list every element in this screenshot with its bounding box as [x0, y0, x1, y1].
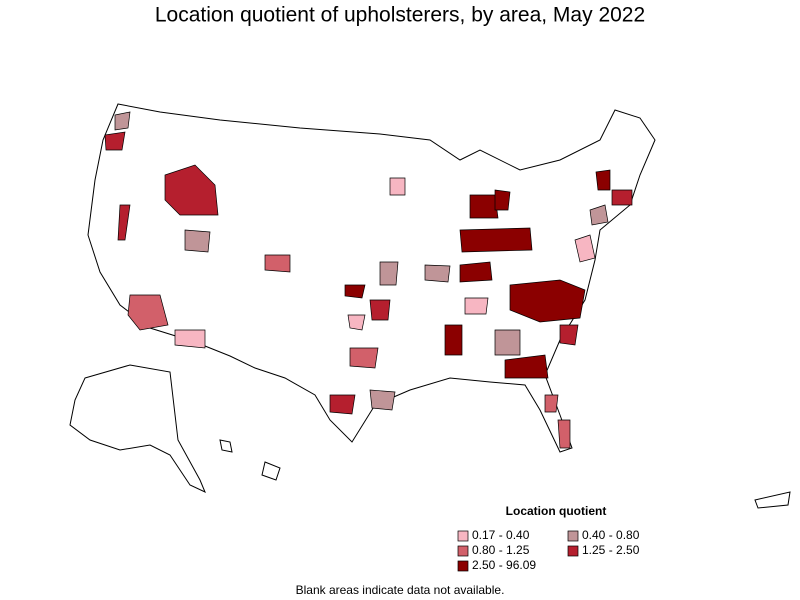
- areas: [104, 111, 633, 449]
- area: [127, 294, 169, 331]
- area: [574, 234, 596, 263]
- area: [114, 111, 131, 131]
- area: [494, 189, 511, 211]
- legend-label: 2.50 - 96.09: [472, 558, 536, 572]
- area: [509, 279, 586, 323]
- note: Blank areas indicate data not available.: [296, 583, 505, 597]
- area: [344, 284, 366, 299]
- legend-title: Location quotient: [506, 504, 607, 518]
- hawaii: [219, 439, 233, 453]
- area: [494, 329, 521, 356]
- area: [424, 264, 451, 283]
- area: [379, 261, 399, 286]
- legend-swatch: [567, 530, 579, 542]
- area: [349, 347, 379, 369]
- title: Location quotient of upholsterers, by ar…: [155, 4, 645, 27]
- area: [557, 419, 571, 449]
- area: [611, 189, 633, 206]
- legend: Location quotient 0.17 - 0.40 0.40 - 0.80…: [457, 504, 640, 572]
- area: [544, 394, 559, 413]
- area: [264, 254, 291, 273]
- area: [389, 177, 406, 196]
- area: [174, 329, 206, 349]
- legend-label: 0.40 - 0.80: [582, 528, 640, 542]
- area: [459, 261, 493, 283]
- map: [69, 103, 791, 509]
- legend-label: 0.17 - 0.40: [472, 528, 530, 542]
- legend-swatch: [457, 530, 469, 542]
- area: [117, 204, 131, 241]
- area: [444, 324, 463, 356]
- area: [469, 194, 499, 219]
- area: [595, 169, 611, 191]
- alaska: [69, 364, 206, 493]
- hawaii: [261, 461, 281, 481]
- area: [369, 389, 396, 411]
- area: [559, 324, 579, 346]
- area: [504, 354, 549, 379]
- puerto-rico: [754, 491, 791, 509]
- legend-label: 1.25 - 2.50: [582, 543, 640, 557]
- area: [464, 297, 489, 315]
- area: [369, 299, 391, 321]
- area: [347, 314, 366, 331]
- area: [104, 131, 126, 151]
- legend-swatch: [457, 560, 469, 572]
- area: [329, 394, 356, 415]
- area: [459, 227, 533, 253]
- legend-label: 0.80 - 1.25: [472, 543, 530, 557]
- legend-swatch: [567, 545, 579, 557]
- area: [164, 164, 219, 216]
- area: [589, 204, 609, 226]
- legend-swatch: [457, 545, 469, 557]
- area: [184, 229, 211, 253]
